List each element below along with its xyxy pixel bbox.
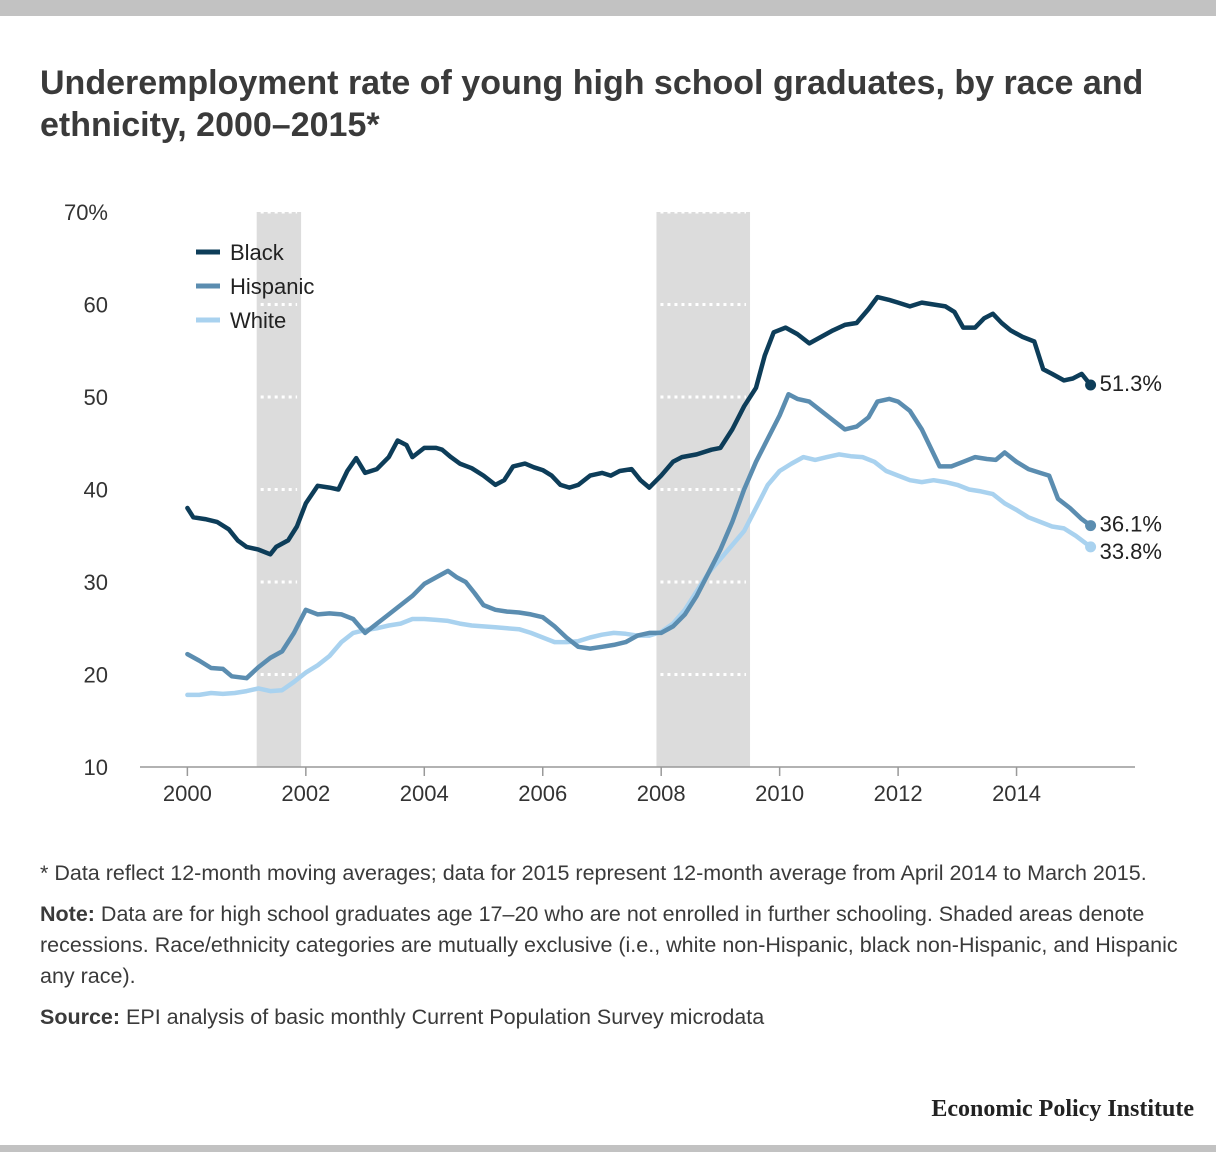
note-label: Note: [40,902,95,926]
end-label-white: 33.8% [1100,539,1162,564]
source-label: Source: [40,1005,121,1029]
y-tick-label: 30 [84,570,108,595]
source-text: Source: EPI analysis of basic monthly Cu… [40,1002,1180,1033]
series-lines: 51.3% 36.1%33.8% [185,294,1162,698]
x-tick-label: 2004 [400,781,449,806]
legend-label-black: Black [230,240,285,265]
y-tick-label: 20 [84,663,108,688]
legend-label-hispanic: Hispanic [230,274,314,299]
note-text: Note: Data are for high school graduates… [40,899,1180,992]
end-marker-hispanic [1085,520,1097,532]
note-body: Data are for high school graduates age 1… [40,902,1178,988]
series-line-white [185,452,1093,698]
recession-band-1 [256,212,302,767]
x-tick-label: 2002 [281,781,330,806]
series-line-black [185,294,1093,557]
end-marker-white [1085,541,1097,553]
x-tick-label: 2012 [874,781,923,806]
source-body: EPI analysis of basic monthly Current Po… [120,1005,765,1029]
x-tick-label: 2008 [637,781,686,806]
legend: Black Hispanic White [196,240,314,333]
footnote: * Data reflect 12-month moving averages;… [40,861,1147,885]
y-tick-label: 50 [84,385,108,410]
chart-notes: * Data reflect 12-month moving averages;… [40,858,1180,1043]
end-marker-black [1085,379,1097,391]
x-axis-labels: 2000 2002 2004 2006 2008 2010 2012 2014 [163,781,1041,806]
end-label-hispanic: 36.1% [1100,512,1162,537]
y-tick-label: 70% [64,200,108,225]
chart-title: Underemployment rate of young high schoo… [40,64,1144,144]
y-tick-label: 10 [84,755,108,780]
legend-label-white: White [230,308,286,333]
top-border [0,0,1216,16]
line-chart: 10 20 30 40 50 60 70% 2000 2002 2004 2006 2008 2010… [64,200,1162,806]
x-tick-label: 2006 [518,781,567,806]
brand-logo-text: Economic Policy Institute [931,1096,1194,1122]
x-tick-label: 2000 [163,781,212,806]
x-tick-label: 2010 [755,781,804,806]
y-axis-labels: 10 20 30 40 50 60 70% [64,200,108,780]
series-line-hispanic [185,391,1093,681]
x-axis [140,766,1135,776]
y-tick-label: 40 [84,478,108,503]
x-tick-label: 2014 [992,781,1041,806]
recession-shading [256,210,751,767]
end-label-black: 51.3% [1100,371,1162,396]
y-tick-label: 60 [84,293,108,318]
bottom-border [0,1145,1216,1152]
